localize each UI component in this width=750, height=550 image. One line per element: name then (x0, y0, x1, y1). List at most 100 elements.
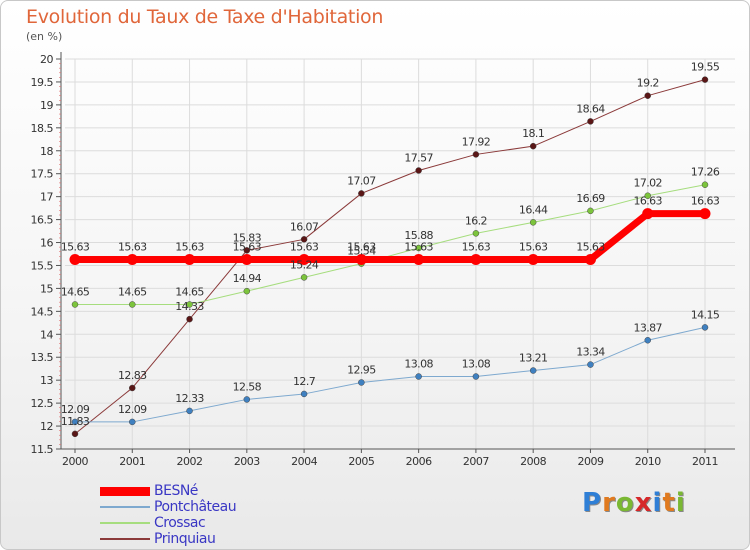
data-label: 16.63 (633, 195, 662, 208)
data-label: 15.63 (462, 241, 491, 254)
x-tick-label: 2007 (463, 455, 489, 468)
legend: BESNé Pontchâteau Crossac Prinquiau (100, 483, 300, 547)
x-tick-label: 2006 (406, 455, 432, 468)
legend-swatch (100, 506, 150, 508)
data-point (587, 361, 594, 368)
data-label: 13.08 (462, 358, 491, 371)
logo-letter: P (582, 488, 603, 518)
y-tick-label: 16.5 (31, 214, 54, 227)
data-point (470, 254, 482, 266)
data-point (701, 181, 709, 188)
data-point (642, 208, 654, 220)
y-tick-label: 13.5 (31, 351, 54, 364)
data-label: 13.34 (576, 346, 605, 359)
data-point (587, 118, 594, 125)
data-label: 11.83 (61, 415, 90, 428)
legend-label: Crossac (154, 515, 206, 531)
legend-label: BESNé (154, 483, 198, 499)
data-label: 15.63 (347, 241, 376, 254)
y-tick-label: 16 (40, 237, 53, 250)
data-label: 14.65 (175, 285, 204, 298)
data-label: 15.83 (233, 231, 262, 244)
data-label: 16.69 (576, 192, 605, 205)
data-label: 15.63 (404, 241, 433, 254)
data-label: 15.63 (175, 241, 204, 254)
data-label: 13.21 (519, 352, 548, 365)
data-label: 18.64 (576, 102, 605, 115)
y-tick-label: 15 (40, 282, 53, 295)
x-tick-label: 2000 (62, 455, 88, 468)
data-label: 17.92 (462, 135, 491, 148)
y-tick-label: 12.5 (31, 397, 54, 410)
data-point (243, 247, 251, 254)
data-label: 19.55 (691, 61, 720, 74)
data-label: 12.09 (118, 403, 147, 416)
data-point (644, 337, 651, 344)
data-label: 15.88 (404, 229, 433, 242)
x-tick-label: 2011 (692, 455, 718, 468)
data-point (129, 301, 136, 308)
y-tick-label: 17.5 (31, 168, 54, 181)
data-point (529, 367, 537, 374)
data-label: 16.44 (519, 203, 548, 216)
logo-letter: o (615, 488, 635, 518)
y-tick-label: 19.5 (31, 76, 54, 89)
data-point (415, 373, 422, 380)
y-tick-label: 12 (40, 420, 53, 433)
data-label: 15.63 (61, 241, 90, 254)
data-label: 14.15 (691, 308, 720, 321)
logo-letter: t (662, 488, 676, 518)
legend-swatch (100, 522, 150, 524)
data-label: 17.57 (404, 151, 433, 164)
x-tick-label: 2003 (234, 455, 260, 468)
data-point (415, 167, 422, 174)
proxiti-logo: Proxiti (582, 488, 686, 518)
data-point (355, 254, 367, 266)
data-label: 19.2 (637, 77, 659, 90)
data-point (300, 236, 308, 243)
data-point (186, 407, 193, 415)
y-tick-label: 14.5 (31, 305, 54, 318)
data-label: 12.58 (233, 380, 262, 393)
unit-label: (en %) (26, 30, 63, 43)
x-tick-label: 2008 (520, 455, 546, 468)
logo-letter: i (675, 488, 686, 518)
data-point (129, 418, 136, 426)
x-tick-label: 2005 (348, 455, 374, 468)
y-tick-label: 18 (40, 145, 53, 158)
data-point (472, 151, 480, 158)
data-point (186, 301, 193, 308)
legend-item: BESNé (100, 483, 300, 499)
data-label: 15.24 (290, 258, 319, 271)
data-label: 13.08 (404, 358, 433, 371)
data-point (243, 396, 251, 403)
data-label: 13.87 (633, 321, 662, 334)
y-tick-label: 19 (40, 99, 53, 112)
data-point (243, 287, 251, 295)
legend-swatch (100, 538, 150, 540)
data-point (413, 254, 425, 266)
data-label: 17.26 (691, 166, 720, 179)
data-point (71, 430, 79, 438)
data-point (300, 390, 308, 398)
logo-letter: x (634, 488, 653, 518)
data-label: 14.33 (175, 300, 204, 313)
data-point (126, 254, 138, 266)
data-point (241, 254, 253, 266)
data-label: 12.7 (293, 375, 316, 388)
data-point (529, 219, 537, 226)
data-label: 17.07 (347, 174, 376, 187)
data-label: 18.1 (522, 127, 544, 140)
legend-item: Prinquiau (100, 531, 300, 547)
legend-label: Prinquiau (154, 531, 216, 547)
data-point (584, 254, 596, 266)
data-label: 15.63 (233, 241, 262, 254)
data-point (701, 324, 709, 331)
x-tick-label: 2004 (291, 455, 317, 468)
data-point (298, 254, 310, 266)
chart-title: Evolution du Taux de Taxe d'Habitation (26, 6, 384, 28)
data-point (699, 208, 711, 220)
data-label: 12.09 (61, 403, 90, 416)
data-point (184, 254, 196, 266)
